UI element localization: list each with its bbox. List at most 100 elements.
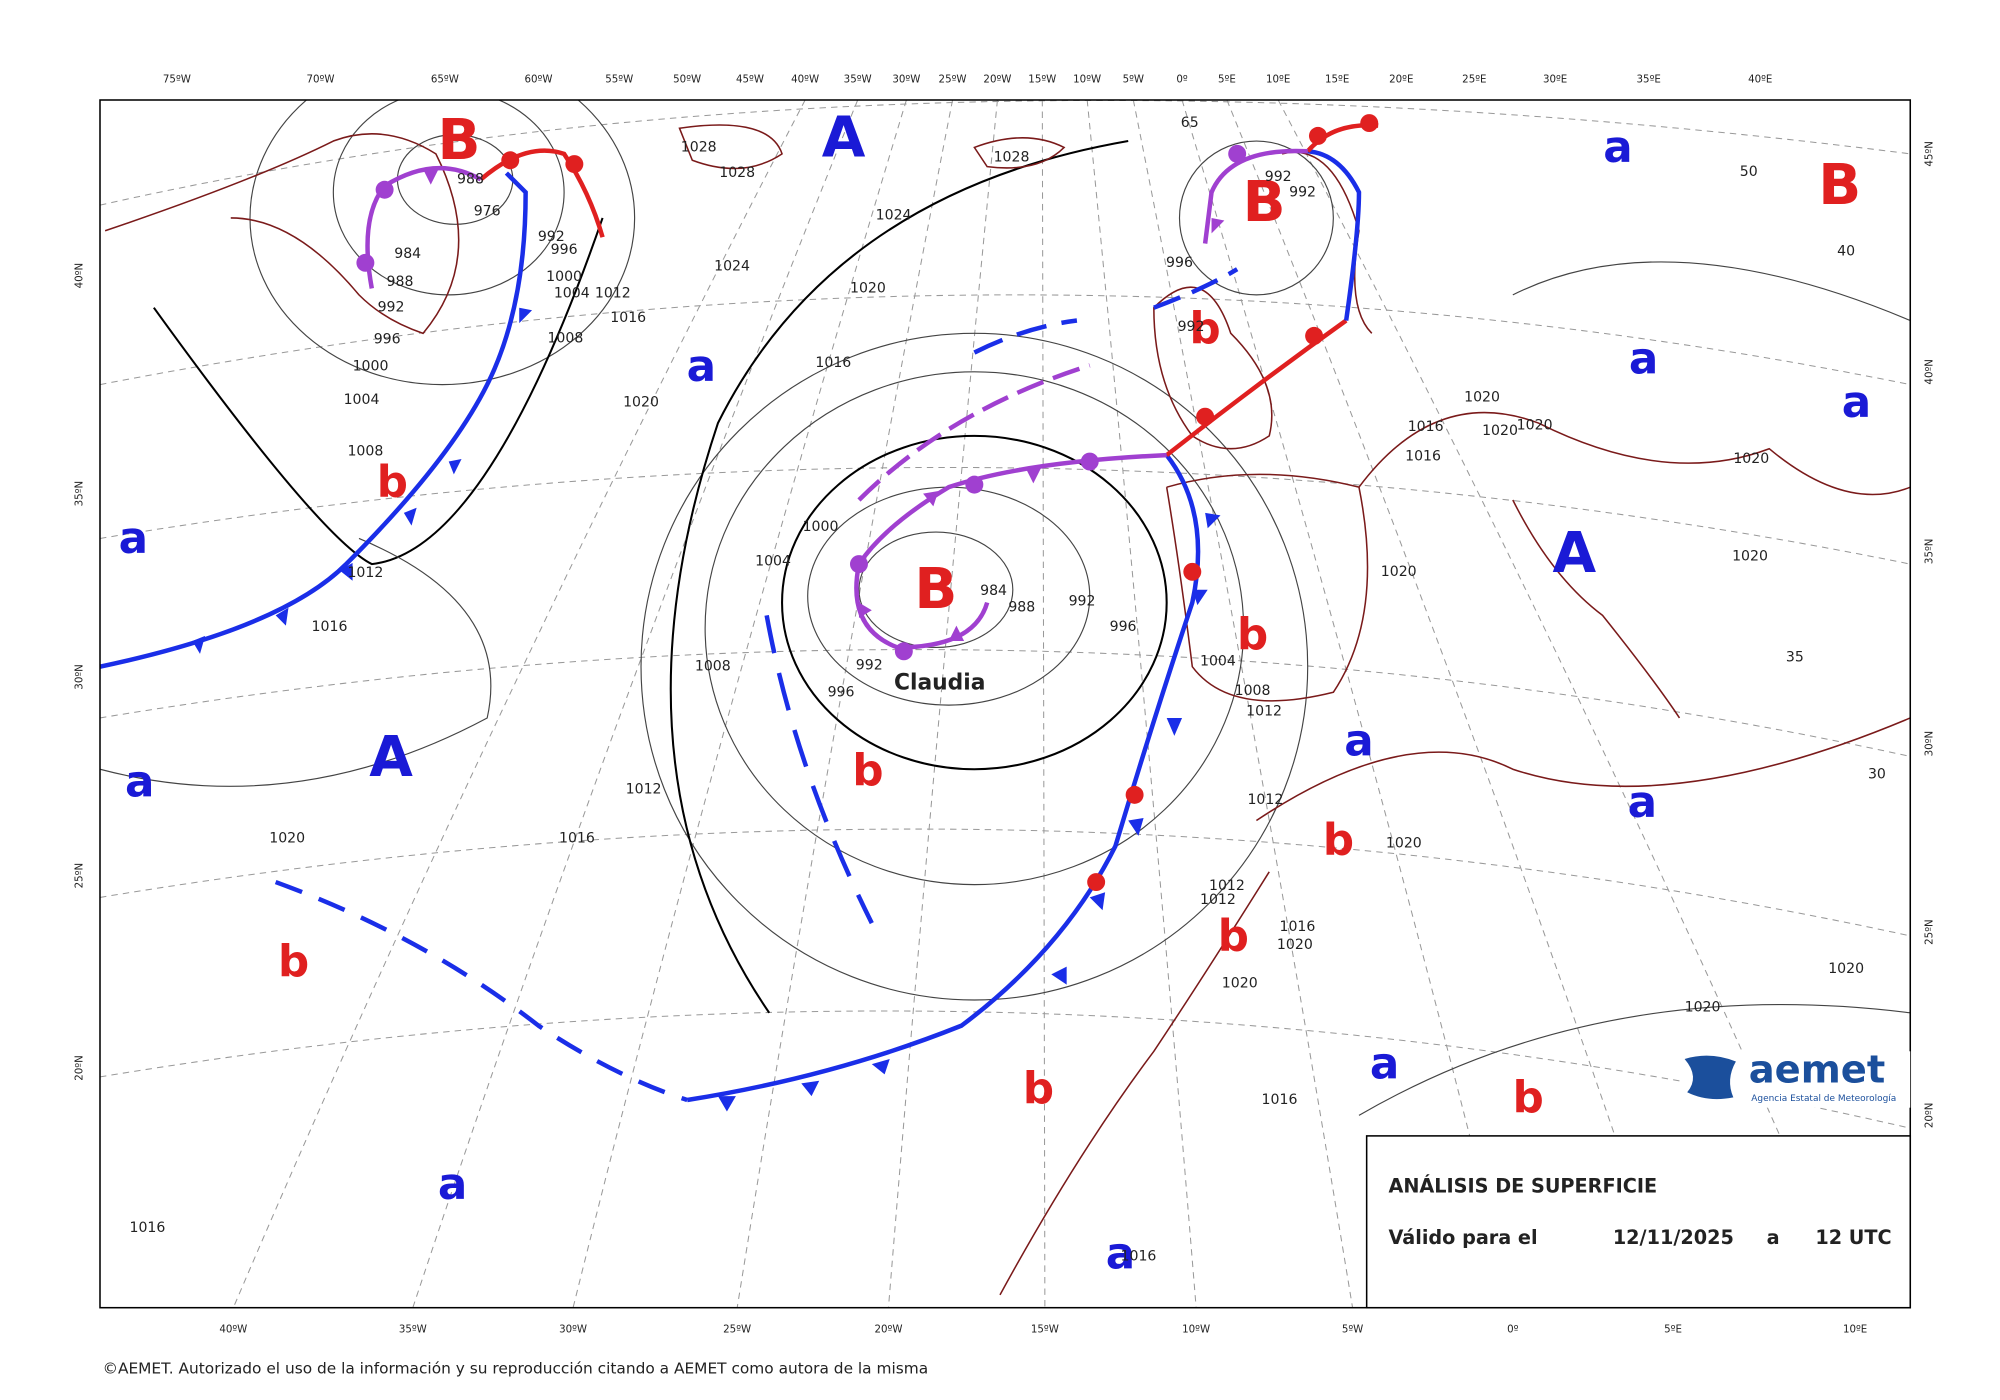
isobar-label: 1016: [559, 830, 595, 846]
meridian: [1132, 100, 1354, 1308]
lat-label: 20ºN: [1923, 1103, 1935, 1129]
isobar-label: 1020: [1222, 975, 1258, 991]
warm-front: [1165, 318, 1348, 457]
isobar-label: 1012: [595, 286, 631, 302]
low-center: B: [914, 557, 957, 622]
parallel: [100, 828, 1911, 937]
isobar-label: 1016: [129, 1220, 165, 1236]
lat-label: 20ºN: [73, 1055, 85, 1081]
isobar-label: 1028: [719, 165, 755, 181]
high-center: a: [1603, 123, 1632, 173]
info-box: [1365, 1135, 1912, 1309]
isobar: [1178, 140, 1334, 296]
high-center: A: [369, 725, 413, 790]
isobar-label: 1020: [623, 395, 659, 411]
isobar-label: 30: [1868, 766, 1886, 782]
lon-label: 30ºW: [892, 73, 920, 85]
isobar-label: 992: [1069, 593, 1096, 609]
isobar-label: 35: [1786, 650, 1804, 666]
isobar: [669, 140, 1129, 1014]
lon-label: 5ºE: [1218, 73, 1236, 85]
isobar-label: 988: [1008, 600, 1035, 616]
coastline: [999, 871, 1270, 1296]
low-center: b: [1218, 911, 1249, 961]
coastline: [104, 133, 460, 335]
low-center: b: [377, 458, 408, 508]
high-center: a: [1628, 778, 1657, 828]
isobar-label: 992: [378, 300, 405, 316]
lon-label: 40ºW: [791, 73, 819, 85]
lon-label: 20ºE: [1389, 73, 1413, 85]
low-center: b: [1190, 304, 1221, 354]
lon-label: 10ºW: [1182, 1323, 1210, 1335]
low-center: b: [1513, 1073, 1544, 1123]
isobar-label: 1020: [850, 280, 886, 296]
high-center: a: [1842, 378, 1871, 428]
isobar-label: 1024: [714, 259, 750, 275]
isobar-label: 996: [374, 332, 401, 348]
coastline: [973, 137, 1066, 169]
meridian: [736, 100, 954, 1308]
isobar-label: 40: [1837, 243, 1855, 259]
lon-label: 15ºE: [1325, 73, 1349, 85]
isobar-label: 1016: [610, 310, 646, 326]
isobar: [640, 332, 1309, 1001]
isobar-label: 1016: [1408, 419, 1444, 435]
isobar-label: 1024: [876, 207, 912, 223]
isobar-label: 1020: [269, 830, 305, 846]
isobar-label: 1008: [547, 330, 583, 346]
isobar: [858, 531, 1014, 649]
isobar-label: 992: [538, 229, 565, 245]
lon-label: 25ºE: [1462, 73, 1486, 85]
meridian: [412, 100, 859, 1308]
high-center: a: [1106, 1229, 1135, 1279]
coastlines: [104, 124, 1911, 1296]
parallel: [100, 649, 1911, 757]
isobar-label: 1020: [1386, 836, 1422, 852]
lon-label: 25ºW: [723, 1323, 751, 1335]
isobar-label: 1020: [1464, 389, 1500, 405]
meridian: [1041, 100, 1046, 1308]
lat-label: 40ºN: [73, 263, 85, 289]
lon-label: 40ºE: [1748, 73, 1772, 85]
parallel: [100, 100, 1911, 206]
isobar: [704, 371, 1245, 886]
meridian: [1181, 100, 1514, 1308]
info-title: ANÁLISIS DE SUPERFICIE: [1388, 1175, 1657, 1198]
isobar-label: 1020: [1381, 564, 1417, 580]
isobar-label: 1028: [994, 150, 1030, 166]
lon-label: 30ºW: [559, 1323, 587, 1335]
coastline: [678, 124, 783, 170]
lon-label: 15ºW: [1028, 73, 1056, 85]
storm-name: Claudia: [894, 670, 985, 695]
lon-label: 10ºW: [1073, 73, 1101, 85]
graticule: [100, 100, 1911, 1308]
high-center: a: [1370, 1040, 1399, 1090]
lon-label: 15ºW: [1031, 1323, 1059, 1335]
isobar-label: 1016: [1279, 919, 1315, 935]
isobar-label: 1028: [681, 139, 717, 155]
valid-time: 12 UTC: [1815, 1226, 1891, 1249]
coastline: [1512, 499, 1681, 719]
isobar-label: 992: [1265, 169, 1292, 185]
isobar-label: 1000: [546, 269, 582, 285]
lat-label: 40ºN: [1923, 359, 1935, 385]
isobar-label: 1020: [1517, 418, 1553, 434]
isobar-label: 65: [1181, 115, 1199, 131]
isobar-label: 1004: [554, 286, 590, 302]
isobar: [153, 217, 604, 566]
coastline: [1153, 286, 1273, 450]
isobar-label: 992: [1178, 319, 1205, 335]
lon-label: 20ºW: [983, 73, 1011, 85]
isobar-label: 1012: [1247, 792, 1283, 808]
lon-label: 75ºW: [163, 73, 191, 85]
parallel: [100, 1010, 1911, 1129]
isobar: [332, 100, 565, 296]
isobar-label: 1016: [1121, 1248, 1157, 1264]
cold-front: [1307, 149, 1362, 321]
meridian: [1086, 100, 1197, 1308]
lon-label: 0º: [1176, 73, 1188, 85]
isobar: [1512, 261, 1911, 322]
